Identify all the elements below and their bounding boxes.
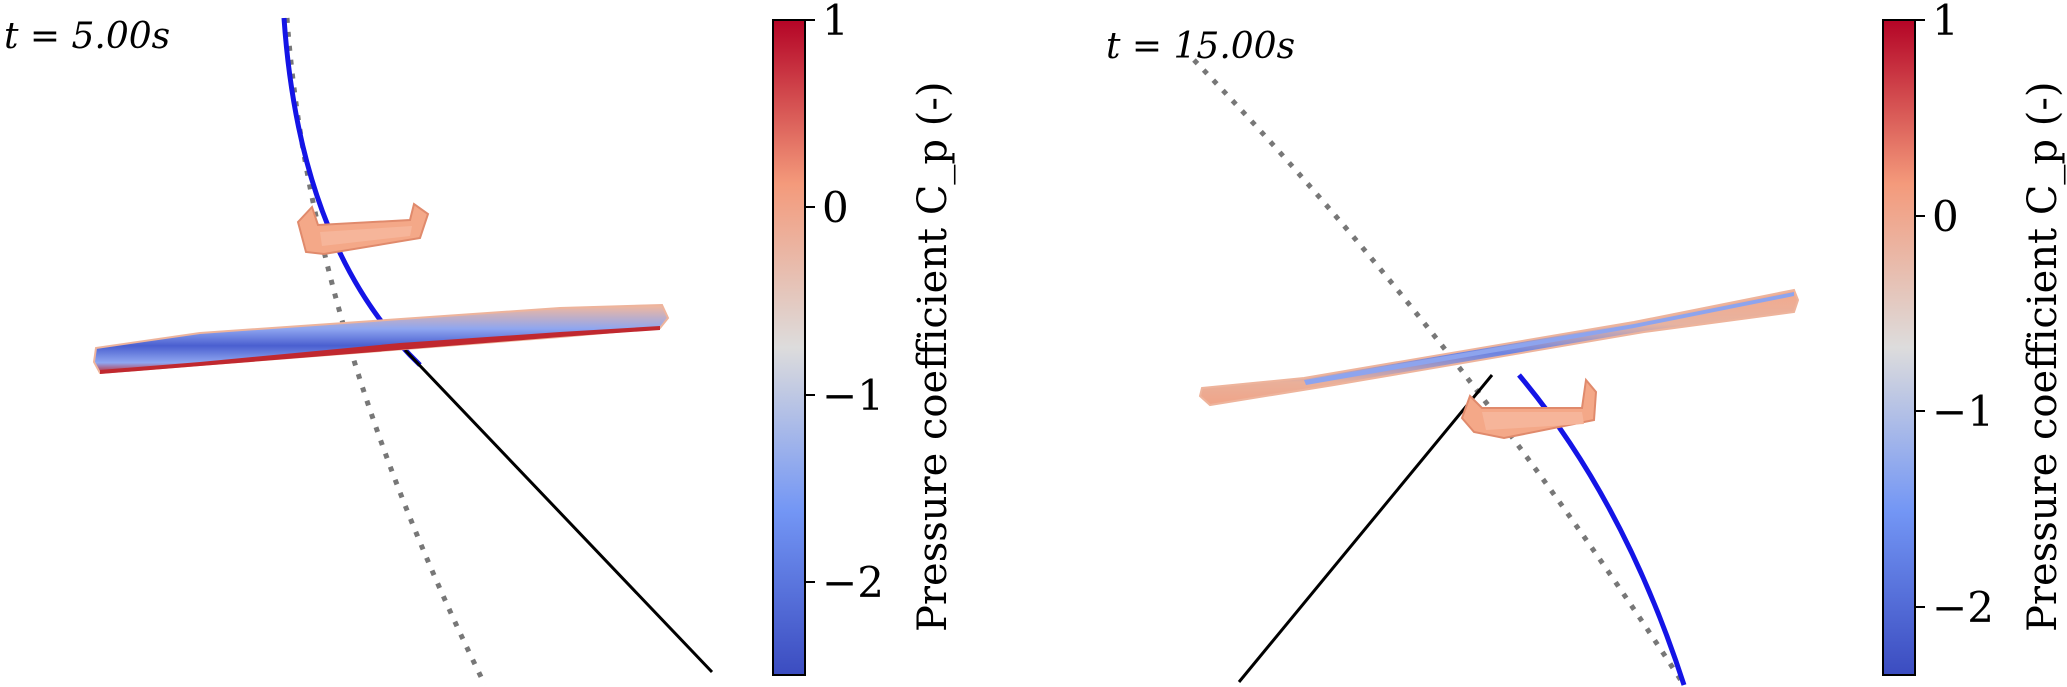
time-label: t = 5.00s: [4, 16, 171, 57]
tether-line: [403, 348, 714, 674]
kite-wing: [1198, 288, 1800, 407]
tether-line: [1237, 374, 1494, 683]
reference-path: [1192, 58, 1687, 687]
colorbar-label: Pressure coefficient C_p (-): [2020, 81, 2066, 632]
time-label: t = 15.00s: [1106, 26, 1296, 67]
kite-wing: [92, 303, 670, 375]
panel-t15: t = 15.00s 1 0 −1 −2 Pressure coefficien…: [1034, 0, 2067, 687]
kite-scene-t15: [1192, 58, 1800, 687]
colorbar-gradient: [1882, 19, 1916, 676]
colorbar-t15: [1882, 19, 1925, 676]
colorbar-t5: [772, 19, 815, 676]
reference-path: [284, 17, 488, 687]
colorbar-tick: −2: [1932, 583, 1994, 632]
panel-t5: t = 5.00s 1 0 −1 −2 Pressure coefficient…: [0, 0, 1033, 687]
colorbar-tick: 1: [822, 0, 849, 45]
kite-scene-t5: [92, 17, 714, 687]
colorbar-tick: −1: [822, 371, 884, 420]
kite-pod: [1460, 377, 1598, 440]
colorbar-tick: 0: [1932, 192, 1959, 241]
colorbar-gradient: [772, 19, 806, 676]
colorbar-label: Pressure coefficient C_p (-): [910, 81, 956, 632]
colorbar-tick: 1: [1932, 0, 1959, 45]
kite-pod: [296, 202, 430, 256]
colorbar-tick: −1: [1932, 387, 1994, 436]
colorbar-tick: −2: [822, 558, 884, 607]
colorbar-tick: 0: [822, 183, 849, 232]
